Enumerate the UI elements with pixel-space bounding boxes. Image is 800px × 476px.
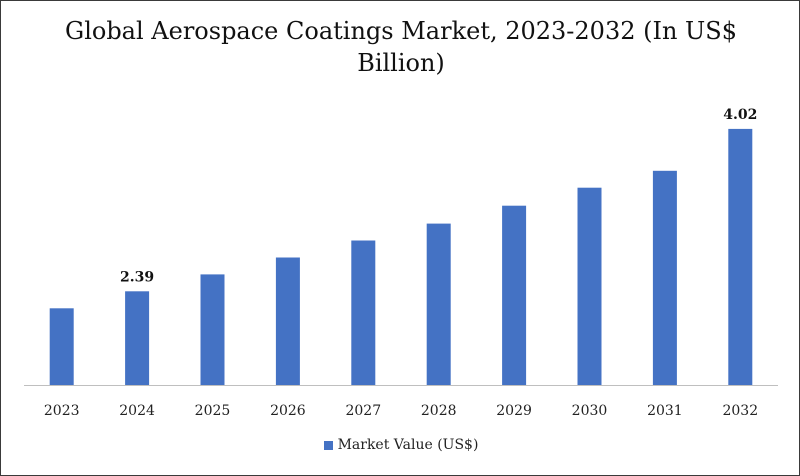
x-tick-label-2024: 2024 [119, 403, 155, 419]
x-tick-label-2029: 2029 [496, 403, 532, 419]
data-label-2024: 2.39 [120, 269, 154, 285]
bar-2023 [49, 308, 74, 385]
bar-2027 [351, 240, 376, 385]
bar-2030 [577, 187, 602, 385]
x-tick-label-2031: 2031 [647, 403, 683, 419]
bar-2028 [426, 223, 451, 385]
data-label-2032: 4.02 [723, 107, 757, 123]
bar-2026 [275, 257, 300, 385]
chart-title: Global Aerospace Coatings Market, 2023-2… [65, 17, 737, 77]
x-tick-label-2027: 2027 [345, 403, 381, 419]
bar-2032 [728, 128, 753, 385]
x-tick-label-2026: 2026 [270, 403, 306, 419]
bar-2025 [200, 274, 225, 385]
legend: Market Value (US$) [1, 437, 800, 453]
x-tick-label-2028: 2028 [421, 403, 457, 419]
bar-2031 [652, 170, 677, 385]
x-tick-label-2032: 2032 [722, 403, 758, 419]
x-tick-label-2030: 2030 [572, 403, 608, 419]
bar-2024 [125, 291, 150, 385]
legend-label: Market Value (US$) [337, 437, 479, 453]
x-tick-label-2023: 2023 [44, 403, 80, 419]
legend-swatch [323, 440, 333, 450]
x-tick-label-2025: 2025 [195, 403, 231, 419]
bar-2029 [502, 205, 527, 385]
